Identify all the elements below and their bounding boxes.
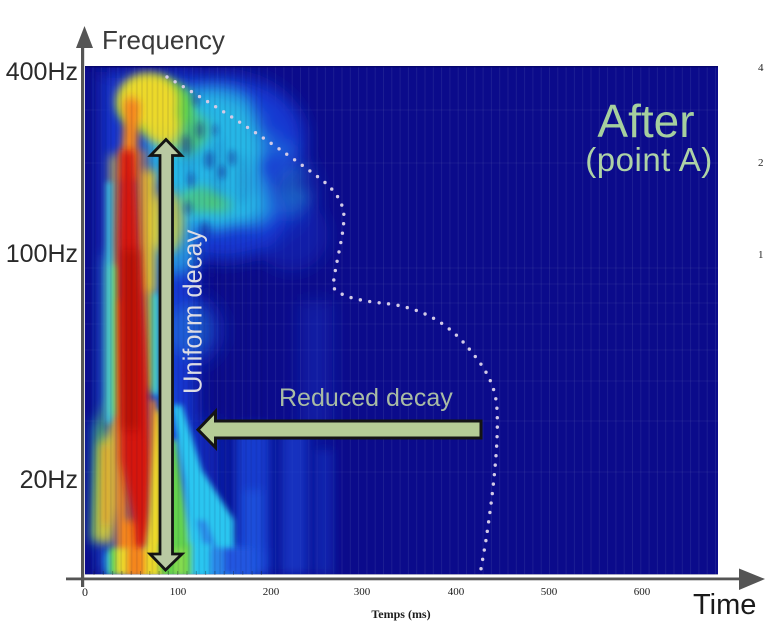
svg-text:2: 2 bbox=[758, 157, 764, 169]
svg-text:1: 1 bbox=[758, 249, 764, 261]
svg-text:0: 0 bbox=[82, 585, 88, 599]
svg-text:(point A): (point A) bbox=[585, 141, 712, 178]
svg-text:Frequency: Frequency bbox=[102, 25, 225, 55]
svg-text:Uniform decay: Uniform decay bbox=[180, 229, 208, 394]
svg-text:4: 4 bbox=[758, 62, 764, 74]
svg-text:300: 300 bbox=[354, 586, 371, 598]
svg-text:100Hz: 100Hz bbox=[6, 240, 78, 268]
svg-text:600: 600 bbox=[634, 586, 651, 598]
svg-text:200: 200 bbox=[263, 586, 280, 598]
svg-text:20Hz: 20Hz bbox=[20, 466, 78, 494]
svg-text:500: 500 bbox=[541, 586, 558, 598]
svg-text:After: After bbox=[597, 95, 694, 147]
svg-text:Temps (ms): Temps (ms) bbox=[371, 607, 430, 621]
svg-text:100: 100 bbox=[170, 586, 187, 598]
svg-text:400Hz: 400Hz bbox=[6, 58, 78, 86]
svg-text:Time: Time bbox=[693, 589, 756, 621]
svg-text:400: 400 bbox=[448, 586, 465, 598]
svg-text:Reduced decay: Reduced decay bbox=[279, 384, 453, 412]
